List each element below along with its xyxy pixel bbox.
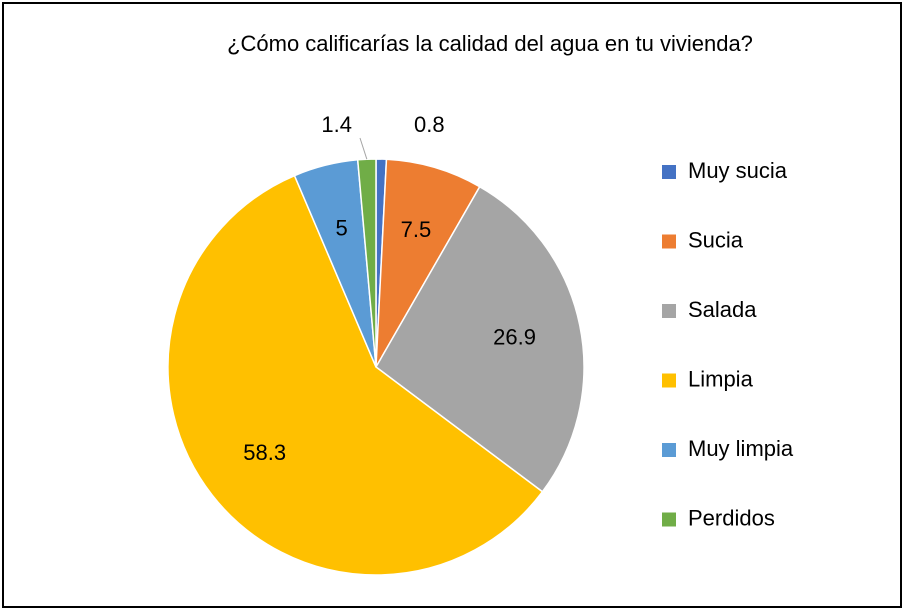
legend-label: Perdidos [688,505,775,530]
legend-swatch [662,304,676,318]
chart-title: ¿Cómo calificarías la calidad del agua e… [227,31,753,56]
data-label: 0.8 [414,112,445,137]
legend-label: Sucia [688,227,744,252]
legend-swatch [662,512,676,527]
pie-slice [375,185,585,493]
data-label: 7.5 [401,217,432,242]
pie-slice [375,158,481,368]
legend-swatch [662,373,676,388]
data-label: 26.9 [493,324,536,349]
pie-slice [356,158,377,368]
data-label: 5 [336,216,348,241]
legend-label: Limpia [688,366,754,391]
legend-swatch [662,165,676,179]
leader-line [359,137,368,160]
pie-slice [167,174,544,576]
legend-label: Muy limpia [688,436,794,461]
data-label: 58.3 [243,440,286,465]
legend-swatch [662,443,676,457]
legend-label: Salada [688,297,757,322]
legend-label: Muy sucia [688,158,788,183]
data-label: 1.4 [321,112,352,137]
legend-swatch [662,234,676,249]
